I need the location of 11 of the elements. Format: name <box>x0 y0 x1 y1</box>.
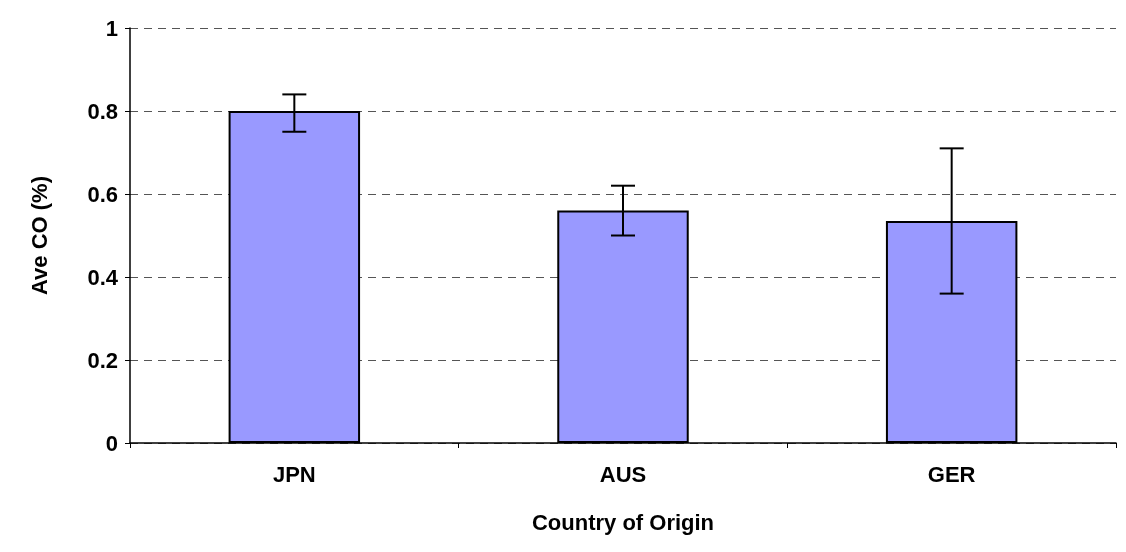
x-tick-label: AUS <box>599 461 647 487</box>
x-tick-label: GER <box>927 461 976 487</box>
x-axis-title: Country of Origin <box>531 509 715 535</box>
y-axis-title: Ave CO (%) <box>26 176 52 295</box>
y-tick-label: 0.8 <box>87 98 118 124</box>
y-tick-label: 1 <box>105 15 118 41</box>
y-tick-label: 0 <box>105 430 118 456</box>
y-tick-label: 0.6 <box>87 181 118 207</box>
y-tick-label: 0.4 <box>87 264 119 290</box>
y-tick-label: 0.2 <box>87 347 118 373</box>
x-tick-label: JPN <box>272 461 316 487</box>
